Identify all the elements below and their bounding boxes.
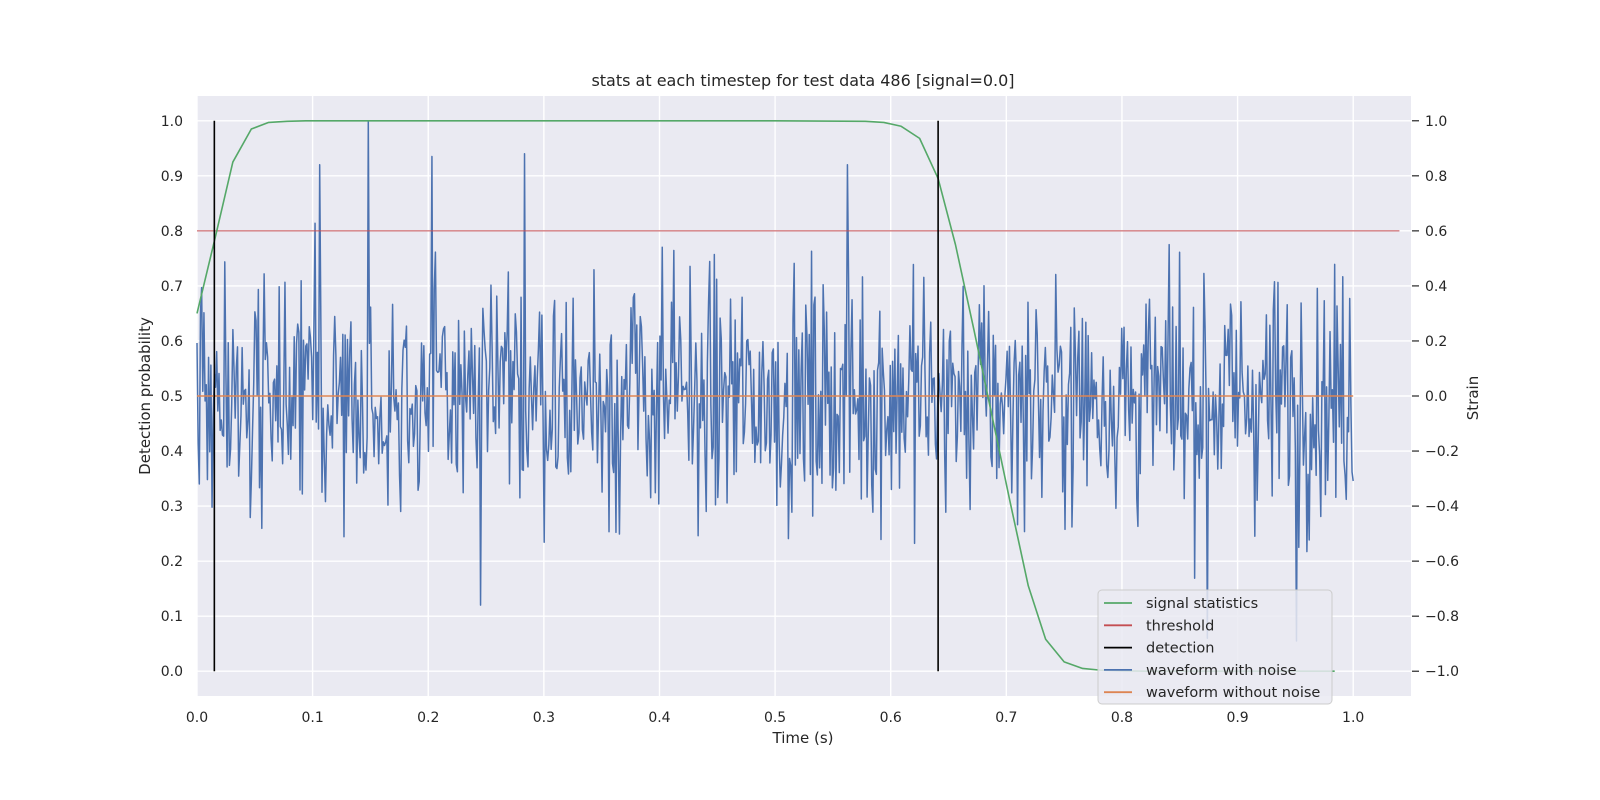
x-tick-label: 0.9	[1226, 710, 1248, 726]
y-tick-label: 0.6	[161, 334, 183, 350]
y2-tick-label: −0.6	[1425, 554, 1459, 570]
y-tick-label: 0.3	[161, 499, 183, 515]
waveform-with-noise-line	[196, 120, 1354, 642]
y2-tick-label: −1.0	[1425, 664, 1459, 680]
y-axis-label: Detection probability	[136, 317, 154, 475]
y-tick-label: 0.4	[161, 444, 183, 460]
legend-label: signal statistics	[1146, 596, 1258, 612]
y2-tick-label: 1.0	[1425, 114, 1447, 130]
y-tick-label: 0.1	[161, 609, 183, 625]
y-tick-label: 0.5	[161, 389, 183, 405]
x-tick-label: 0.2	[417, 710, 439, 726]
x-tick-label: 0.5	[764, 710, 786, 726]
x-tick-label: 0.0	[186, 710, 208, 726]
y-tick-label: 1.0	[161, 114, 183, 130]
x-tick-label: 0.8	[1111, 710, 1133, 726]
x-tick-label: 0.1	[301, 710, 323, 726]
y2-tick-label: 0.4	[1425, 279, 1447, 295]
signal-statistics-line	[196, 119, 1335, 673]
y2-tick-label: −0.8	[1425, 609, 1459, 625]
x-tick-label: 1.0	[1342, 710, 1364, 726]
legend-label: waveform with noise	[1146, 663, 1297, 679]
chart-title: stats at each timestep for test data 486…	[591, 71, 1014, 90]
y-tick-label: 0.9	[161, 169, 183, 185]
y2-tick-label: 0.0	[1425, 389, 1447, 405]
y2-tick-label: −0.2	[1425, 444, 1459, 460]
y-axis-left: 0.0 0.1 0.2 0.3 0.4 0.5 0.6 0.7 0.8 0.9 1.0	[161, 114, 183, 680]
y2-axis-label: Strain	[1464, 376, 1482, 420]
x-axis-label: Time (s)	[772, 729, 834, 747]
plot-lines	[196, 119, 1400, 673]
x-tick-label: 0.3	[533, 710, 555, 726]
x-tick-label: 0.7	[995, 710, 1017, 726]
y2-tick-label: 0.8	[1425, 169, 1447, 185]
legend-label: detection	[1146, 641, 1214, 657]
x-axis: 0.0 0.1 0.2 0.3 0.4 0.5 0.6 0.7 0.8 0.9 1.0	[186, 710, 1364, 726]
y-tick-label: 0.8	[161, 224, 183, 240]
y2-tick-label: −0.4	[1425, 499, 1459, 515]
legend-label: threshold	[1146, 618, 1214, 634]
legend: signal statistics threshold detection wavef…	[1097, 589, 1333, 705]
y-axis-right: −1.0 −0.8 −0.6 −0.4 −0.2 0.0 0.2 0.4 0.6 0.8 1.0	[1412, 114, 1459, 680]
legend-box	[1097, 589, 1333, 705]
y-tick-label: 0.0	[161, 664, 183, 680]
x-tick-label: 0.4	[648, 710, 670, 726]
x-tick-label: 0.6	[880, 710, 902, 726]
y-tick-label: 0.7	[161, 279, 183, 295]
legend-label: waveform without noise	[1146, 685, 1320, 701]
y-tick-label: 0.2	[161, 554, 183, 570]
y2-tick-label: 0.6	[1425, 224, 1447, 240]
y2-tick-label: 0.2	[1425, 334, 1447, 350]
